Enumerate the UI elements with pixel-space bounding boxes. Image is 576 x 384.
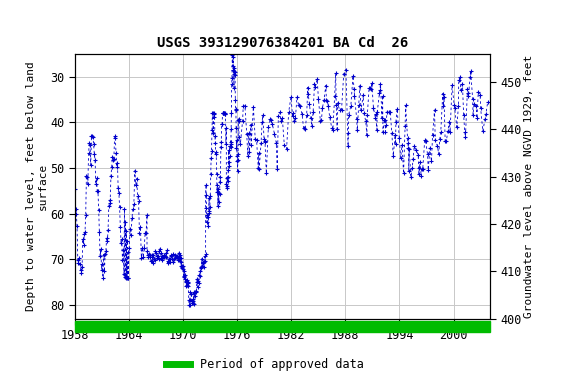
Y-axis label: Depth to water level, feet below land
surface: Depth to water level, feet below land su… <box>26 61 47 311</box>
Y-axis label: Groundwater level above NGVD 1929, feet: Groundwater level above NGVD 1929, feet <box>524 55 534 318</box>
Title: USGS 393129076384201 BA Cd  26: USGS 393129076384201 BA Cd 26 <box>157 36 408 50</box>
Legend: Period of approved data: Period of approved data <box>162 354 368 376</box>
